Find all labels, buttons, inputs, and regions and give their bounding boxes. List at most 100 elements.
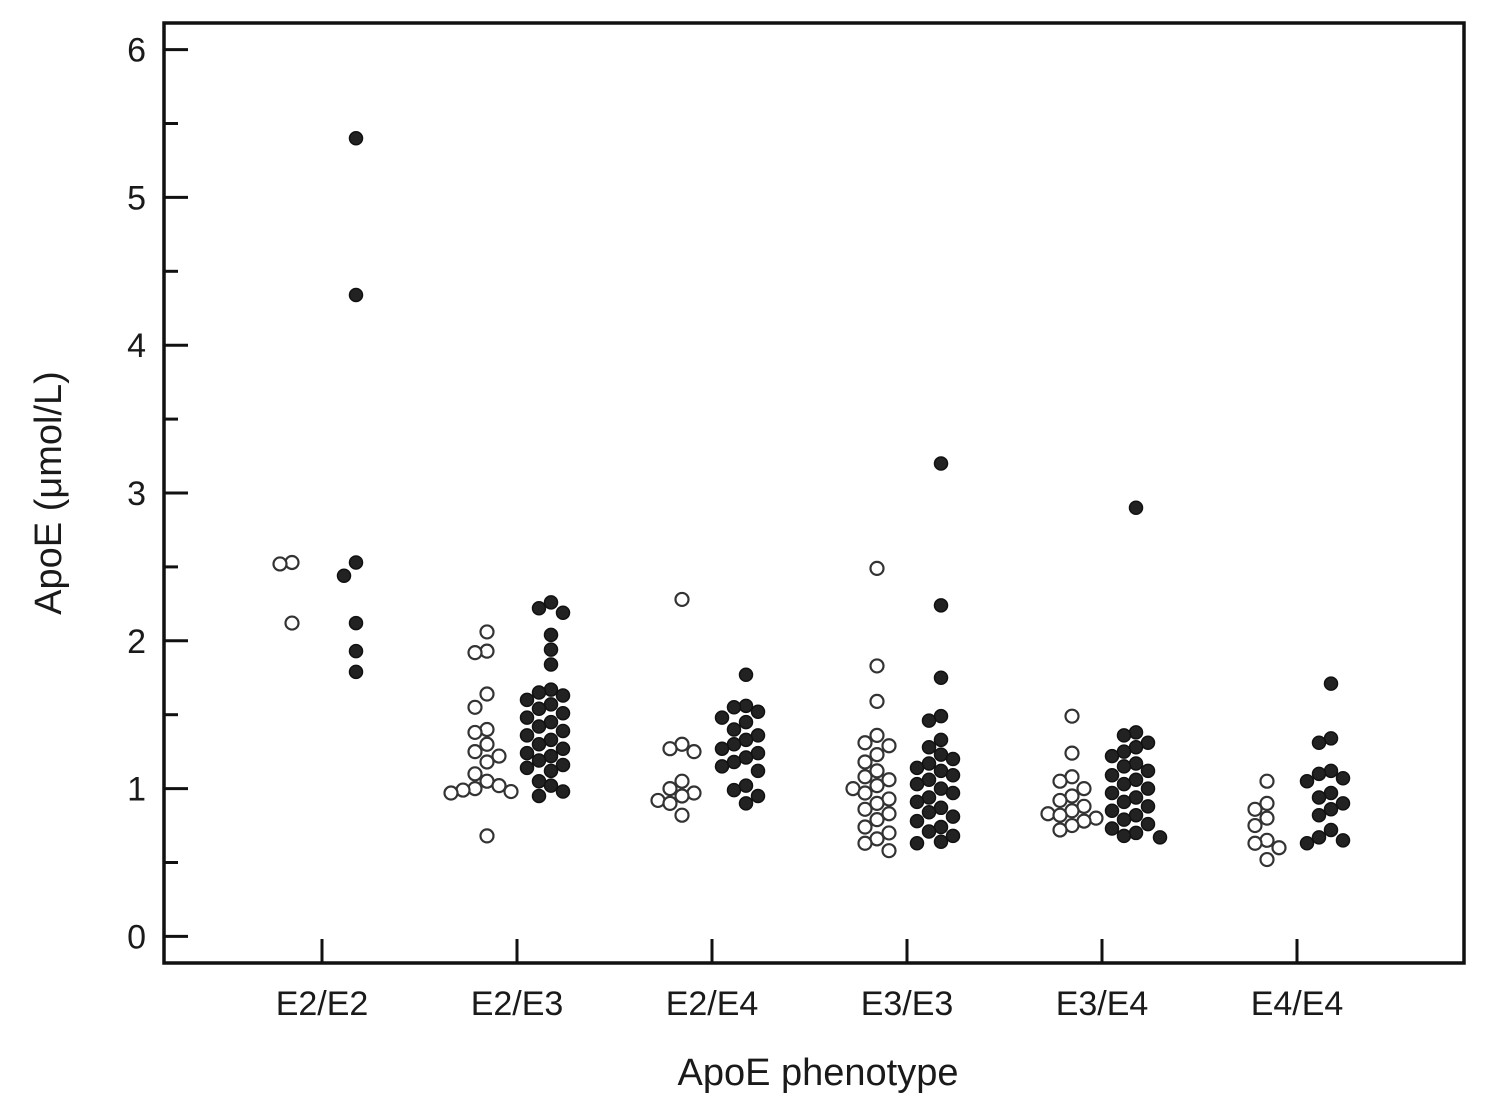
filled-data-point xyxy=(531,701,547,717)
filled-data-point xyxy=(348,287,364,303)
filled-data-point xyxy=(348,664,364,680)
filled-data-point xyxy=(909,776,925,792)
open-data-point xyxy=(1064,708,1080,724)
open-data-point xyxy=(479,721,495,738)
y-tick-label: 2 xyxy=(127,623,146,661)
filled-data-point xyxy=(921,824,937,839)
open-data-point xyxy=(1247,817,1263,834)
y-tick-label: 4 xyxy=(127,327,146,365)
filled-data-point xyxy=(1128,790,1144,805)
open-data-point xyxy=(284,615,300,631)
filled-data-point xyxy=(348,131,364,146)
filled-data-point xyxy=(543,763,559,779)
filled-data-point xyxy=(921,772,937,787)
filled-data-point xyxy=(1335,833,1351,848)
filled-data-point xyxy=(714,710,730,725)
filled-data-point xyxy=(1104,803,1120,819)
filled-data-point xyxy=(348,555,364,570)
x-axis-title: ApoE phenotype xyxy=(677,1052,958,1094)
filled-data-point xyxy=(945,809,961,824)
open-data-point xyxy=(479,624,495,640)
filled-data-point xyxy=(921,713,937,728)
filled-data-point xyxy=(1116,776,1132,792)
open-data-point xyxy=(869,763,885,779)
open-data-point xyxy=(467,766,483,782)
filled-data-point xyxy=(1335,771,1351,786)
filled-data-point xyxy=(921,790,937,805)
open-data-point xyxy=(467,699,483,715)
open-data-point xyxy=(1259,832,1275,848)
open-data-point xyxy=(869,727,885,743)
x-tick-label: E4/E4 xyxy=(1251,985,1344,1023)
filled-data-point xyxy=(1335,796,1351,811)
filled-data-point xyxy=(1323,822,1339,838)
open-data-point xyxy=(1259,773,1275,789)
open-data-point xyxy=(1259,851,1275,868)
filled-data-point xyxy=(1104,768,1120,783)
y-axis-title: ApoE (μmol/L) xyxy=(28,371,70,615)
filled-data-point xyxy=(531,601,547,616)
filled-data-point xyxy=(1116,812,1132,827)
open-data-point xyxy=(869,778,885,794)
filled-data-point xyxy=(1116,828,1132,844)
filled-data-point xyxy=(531,773,547,789)
filled-data-point xyxy=(1140,799,1156,814)
filled-data-point xyxy=(1311,830,1327,845)
filled-data-point xyxy=(348,643,364,659)
filled-data-point xyxy=(555,741,571,756)
filled-data-point xyxy=(909,760,925,776)
filled-data-point xyxy=(1128,756,1144,771)
filled-data-point xyxy=(1140,816,1156,832)
filled-data-point xyxy=(945,751,961,767)
filled-data-point xyxy=(738,778,754,793)
filled-data-point xyxy=(543,595,559,610)
filled-data-point xyxy=(933,670,949,685)
filled-data-point xyxy=(738,698,754,714)
open-data-point xyxy=(467,724,483,741)
open-data-point xyxy=(272,556,288,572)
filled-data-point xyxy=(1104,748,1120,764)
open-data-point xyxy=(869,812,885,828)
filled-data-point xyxy=(1128,807,1144,823)
filled-data-point xyxy=(1140,763,1156,779)
open-data-point xyxy=(857,735,873,751)
filled-data-point xyxy=(726,782,742,798)
open-data-point xyxy=(857,769,873,785)
filled-data-point xyxy=(543,682,559,697)
filled-data-point xyxy=(555,688,571,703)
x-tick-label: E2/E3 xyxy=(471,985,564,1023)
open-data-point xyxy=(881,738,897,754)
filled-data-point xyxy=(1116,794,1132,810)
open-data-point xyxy=(1064,745,1080,761)
filled-data-point xyxy=(555,705,571,721)
open-data-point xyxy=(857,835,873,851)
filled-data-point xyxy=(543,642,559,657)
filled-data-point xyxy=(738,667,754,683)
filled-data-point xyxy=(726,700,742,715)
filled-data-point xyxy=(519,710,535,725)
open-data-point xyxy=(1259,810,1275,826)
open-data-point xyxy=(869,693,885,709)
filled-data-point xyxy=(1311,790,1327,805)
filled-data-point xyxy=(1128,825,1144,841)
filled-data-point xyxy=(933,732,949,748)
filled-data-point xyxy=(714,741,730,756)
filled-data-point xyxy=(933,708,949,724)
open-data-point xyxy=(1052,807,1068,823)
filled-data-point xyxy=(519,728,535,743)
open-data-point xyxy=(686,744,702,760)
filled-data-point xyxy=(750,788,766,804)
filled-data-point xyxy=(543,697,559,712)
filled-data-point xyxy=(738,796,754,811)
open-data-point xyxy=(674,773,690,789)
open-data-point xyxy=(674,591,690,608)
open-data-point xyxy=(857,819,873,835)
x-axis: E2/E2 E2/E3 E2/E4 E3/E3 E3/E4 E4/E4 xyxy=(276,939,1344,1023)
open-data-point xyxy=(491,778,507,794)
open-data-point xyxy=(1259,795,1275,811)
filled-data-point xyxy=(531,719,547,734)
filled-data-point xyxy=(543,732,559,748)
filled-data-point xyxy=(1152,830,1168,845)
filled-data-point xyxy=(1311,807,1327,823)
filled-data-point xyxy=(726,754,742,770)
